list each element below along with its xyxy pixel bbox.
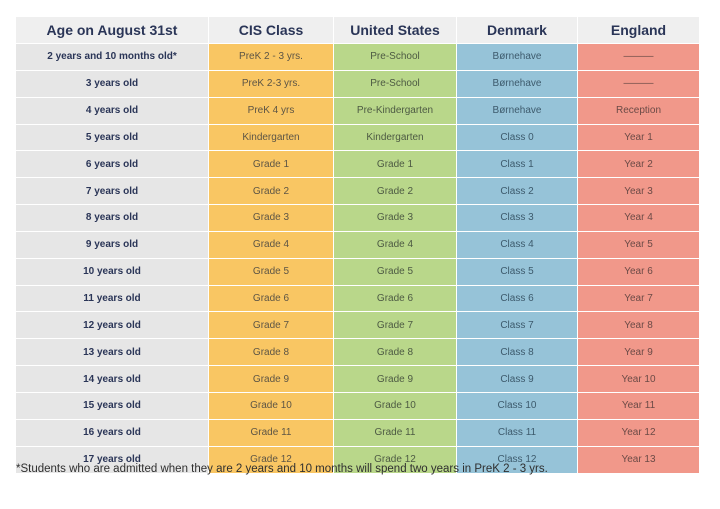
england-year-cell: Year 10 [578, 366, 699, 392]
age-cell: 5 years old [16, 124, 208, 151]
denmark-class-cell: Class 5 [457, 258, 577, 285]
cis-class-cell: PreK 2-3 yrs. [209, 70, 333, 97]
us-grade-cell: Grade 10 [334, 392, 456, 419]
denmark-class-cell: Børnehave [457, 44, 577, 70]
us-grade-cell: Grade 5 [334, 258, 456, 285]
age-cell: 11 years old [16, 285, 208, 312]
cis-class-cell: Grade 8 [209, 339, 333, 366]
england-year-cell: ——— [578, 70, 699, 97]
england-year-cell: Year 11 [578, 392, 699, 419]
us-grade-cell: Kindergarten [334, 124, 456, 151]
us-grade-cell: Grade 8 [334, 339, 456, 366]
age-cell: 16 years old [16, 419, 208, 446]
header-denmark: Denmark [457, 17, 577, 43]
age-cell: 6 years old [16, 151, 208, 178]
age-cell: 2 years and 10 months old* [16, 44, 208, 70]
denmark-class-cell: Class 11 [457, 419, 577, 446]
cis-class-cell: Grade 12 [209, 446, 333, 473]
age-cell: 13 years old [16, 339, 208, 366]
denmark-class-cell: Class 8 [457, 339, 577, 366]
grade-comparison-table: Age on August 31st CIS Class United Stat… [16, 17, 700, 473]
us-grade-cell: Grade 3 [334, 205, 456, 231]
cis-class-cell: Grade 9 [209, 366, 333, 392]
us-grade-cell: Grade 1 [334, 151, 456, 178]
us-grade-cell: Grade 9 [334, 366, 456, 392]
age-cell: 17 years old [16, 446, 208, 473]
us-grade-cell: Pre-School [334, 70, 456, 97]
header-united-states: United States [334, 17, 456, 43]
age-cell: 7 years old [16, 178, 208, 205]
england-year-cell: Year 7 [578, 285, 699, 312]
denmark-class-cell: Class 2 [457, 178, 577, 205]
england-year-cell: Year 13 [578, 446, 699, 473]
england-year-cell: Reception [578, 97, 699, 124]
denmark-class-cell: Class 3 [457, 205, 577, 231]
cis-class-cell: Grade 4 [209, 231, 333, 258]
england-year-cell: Year 2 [578, 151, 699, 178]
england-year-cell: Year 4 [578, 205, 699, 231]
footnote: *Students who are admitted when they are… [16, 463, 548, 475]
us-grade-cell: Grade 11 [334, 419, 456, 446]
england-year-cell: ——— [578, 44, 699, 70]
header-cis-class: CIS Class [209, 17, 333, 43]
denmark-class-cell: Class 12 [457, 446, 577, 473]
england-year-cell: Year 6 [578, 258, 699, 285]
cis-class-cell: PreK 2 - 3 yrs. [209, 44, 333, 70]
age-cell: 4 years old [16, 97, 208, 124]
us-grade-cell: Pre-Kindergarten [334, 97, 456, 124]
denmark-class-cell: Class 7 [457, 312, 577, 339]
age-cell: 9 years old [16, 231, 208, 258]
age-cell: 3 years old [16, 70, 208, 97]
age-cell: 12 years old [16, 312, 208, 339]
age-cell: 8 years old [16, 205, 208, 231]
denmark-class-cell: Børnehave [457, 70, 577, 97]
us-grade-cell: Grade 6 [334, 285, 456, 312]
denmark-class-cell: Class 1 [457, 151, 577, 178]
us-grade-cell: Grade 2 [334, 178, 456, 205]
cis-class-cell: Kindergarten [209, 124, 333, 151]
denmark-class-cell: Børnehave [457, 97, 577, 124]
england-year-cell: Year 1 [578, 124, 699, 151]
age-cell: 10 years old [16, 258, 208, 285]
denmark-class-cell: Class 0 [457, 124, 577, 151]
us-grade-cell: Grade 4 [334, 231, 456, 258]
header-age: Age on August 31st [16, 17, 208, 43]
england-year-cell: Year 9 [578, 339, 699, 366]
header-england: England [578, 17, 699, 43]
cis-class-cell: Grade 7 [209, 312, 333, 339]
cis-class-cell: Grade 11 [209, 419, 333, 446]
age-cell: 15 years old [16, 392, 208, 419]
age-cell: 14 years old [16, 366, 208, 392]
denmark-class-cell: Class 10 [457, 392, 577, 419]
england-year-cell: Year 8 [578, 312, 699, 339]
cis-class-cell: PreK 4 yrs [209, 97, 333, 124]
denmark-class-cell: Class 9 [457, 366, 577, 392]
us-grade-cell: Grade 12 [334, 446, 456, 473]
england-year-cell: Year 12 [578, 419, 699, 446]
cis-class-cell: Grade 5 [209, 258, 333, 285]
cis-class-cell: Grade 6 [209, 285, 333, 312]
england-year-cell: Year 3 [578, 178, 699, 205]
cis-class-cell: Grade 10 [209, 392, 333, 419]
england-year-cell: Year 5 [578, 231, 699, 258]
us-grade-cell: Pre-School [334, 44, 456, 70]
cis-class-cell: Grade 2 [209, 178, 333, 205]
us-grade-cell: Grade 7 [334, 312, 456, 339]
denmark-class-cell: Class 4 [457, 231, 577, 258]
cis-class-cell: Grade 1 [209, 151, 333, 178]
denmark-class-cell: Class 6 [457, 285, 577, 312]
cis-class-cell: Grade 3 [209, 205, 333, 231]
